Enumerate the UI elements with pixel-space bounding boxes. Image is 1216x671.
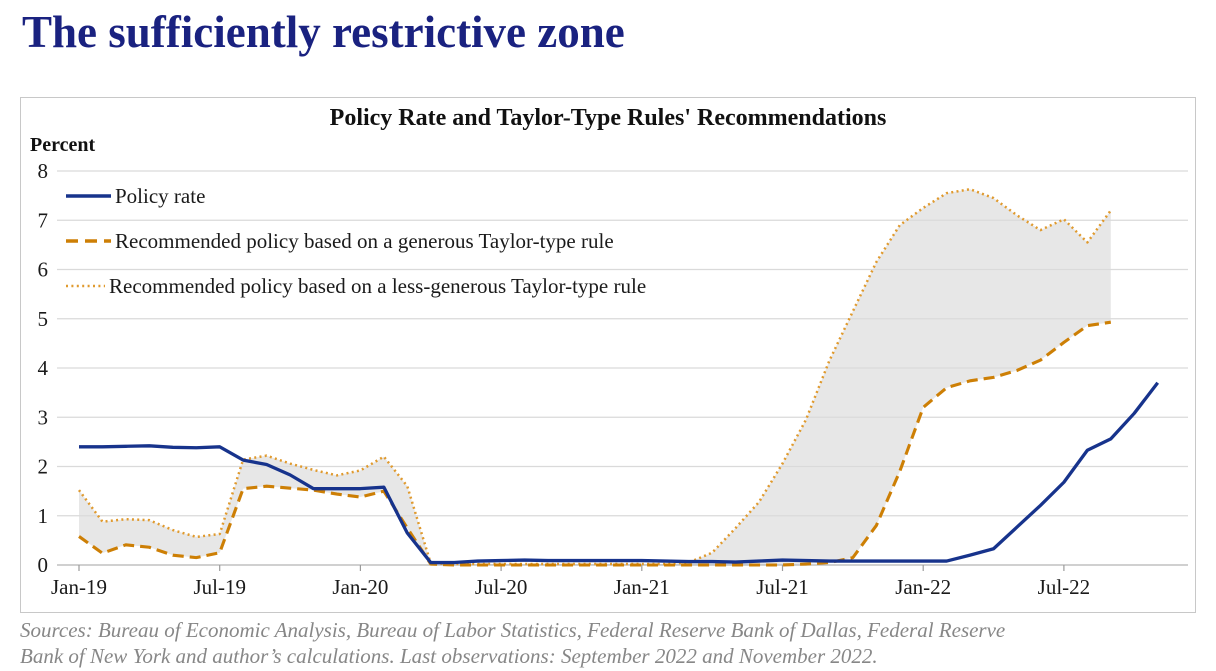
source-note-line-2: Bank of New York and author’s calculatio… <box>20 644 878 668</box>
legend-label: Policy rate <box>115 183 206 208</box>
legend-item-policy-rate: Policy rate <box>65 183 646 209</box>
y-axis-unit-label: Percent <box>30 134 96 156</box>
legend-item-generous-rule: Recommended policy based on a generous T… <box>65 228 646 254</box>
legend-item-less-generous-rule: Recommended policy based on a less-gener… <box>65 273 646 299</box>
source-note-line-1: Sources: Bureau of Economic Analysis, Bu… <box>20 618 1006 642</box>
legend-label: Recommended policy based on a generous T… <box>115 228 614 253</box>
legend-label: Recommended policy based on a less-gener… <box>109 273 647 298</box>
chart-legend: Policy rate Recommended policy based on … <box>65 183 646 318</box>
dotted-line-swatch-icon <box>66 284 105 288</box>
page-title: The sufficiently restrictive zone <box>22 7 625 57</box>
chart-panel <box>20 97 1196 613</box>
solid-line-swatch-icon <box>66 194 111 198</box>
dashed-line-swatch-icon <box>66 239 111 243</box>
chart-title: Policy Rate and Taylor-Type Rules' Recom… <box>329 105 887 131</box>
source-note: Sources: Bureau of Economic Analysis, Bu… <box>20 617 1005 669</box>
